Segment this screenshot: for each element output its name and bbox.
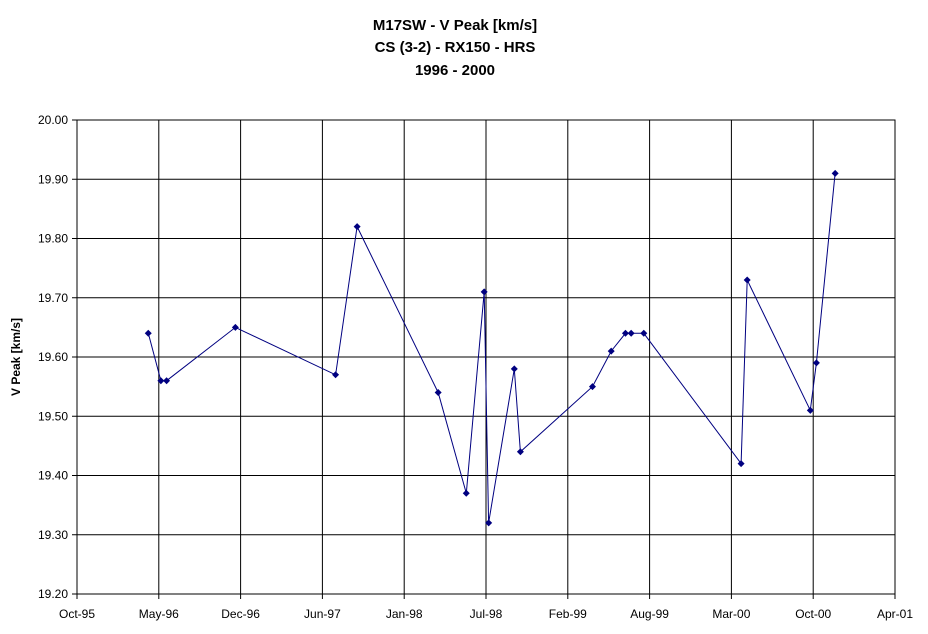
y-tick-label: 19.30: [38, 528, 68, 542]
y-tick-label: 19.80: [38, 232, 68, 246]
x-axis-tick-labels: Oct-95 May-96 Dec-96 Jun-97 Jan-98 Jul-98 Feb-…: [59, 607, 913, 621]
data-point-marker: [812, 359, 820, 367]
y-tick-label: 19.60: [38, 350, 68, 364]
data-point-marker: [163, 377, 171, 385]
chart-title-line-1: M17SW - V Peak [km/s]: [373, 17, 537, 34]
data-point-marker: [806, 406, 814, 414]
data-point-marker: [485, 519, 493, 527]
y-tick-label: 20.00: [38, 113, 68, 127]
grid-lines: [72, 119, 896, 599]
x-tick-label: Dec-96: [221, 607, 260, 621]
data-point-marker: [231, 323, 239, 331]
data-point-marker: [510, 365, 518, 373]
data-point-marker: [743, 276, 751, 284]
x-tick-label: Oct-00: [795, 607, 831, 621]
x-tick-label: Mar-00: [712, 607, 750, 621]
data-point-marker: [607, 347, 615, 355]
y-tick-label: 19.20: [38, 587, 68, 601]
y-axis-title: V Peak [km/s]: [9, 318, 23, 396]
data-point-marker: [462, 489, 470, 497]
data-point-marker: [353, 223, 361, 231]
data-point-marker: [516, 448, 524, 456]
x-tick-label: Aug-99: [630, 607, 669, 621]
data-point-marker: [627, 329, 635, 337]
data-point-marker: [621, 329, 629, 337]
data-point-marker: [640, 329, 648, 337]
data-point-marker: [144, 329, 152, 337]
chart-title-line-2: CS (3-2) - RX150 - HRS: [375, 39, 536, 56]
y-tick-label: 19.50: [38, 409, 68, 423]
data-point-marker: [157, 377, 165, 385]
x-tick-label: Jun-97: [304, 607, 341, 621]
data-point-marker: [831, 169, 839, 177]
y-tick-label: 19.70: [38, 291, 68, 305]
x-tick-label: Apr-01: [877, 607, 913, 621]
plot-area-border: [76, 119, 896, 595]
x-tick-label: Jan-98: [386, 607, 423, 621]
data-point-marker: [480, 288, 488, 296]
data-point-marker: [737, 460, 745, 468]
y-tick-label: 19.90: [38, 172, 68, 186]
series-line: [147, 173, 836, 523]
x-tick-label: Oct-95: [59, 607, 95, 621]
data-point-marker: [434, 389, 442, 397]
y-tick-label: 19.40: [38, 469, 68, 483]
data-point-marker: [588, 383, 596, 391]
x-tick-label: May-96: [139, 607, 179, 621]
series-v-peak: [144, 169, 839, 527]
y-axis-tick-labels: 19.20 19.30 19.40 19.50 19.60 19.70 19.80 19.90…: [38, 113, 68, 601]
x-tick-label: Jul-98: [470, 607, 503, 621]
x-tick-label: Feb-99: [549, 607, 587, 621]
data-point-marker: [332, 371, 340, 379]
chart-title-line-3: 1996 - 2000: [415, 62, 495, 79]
